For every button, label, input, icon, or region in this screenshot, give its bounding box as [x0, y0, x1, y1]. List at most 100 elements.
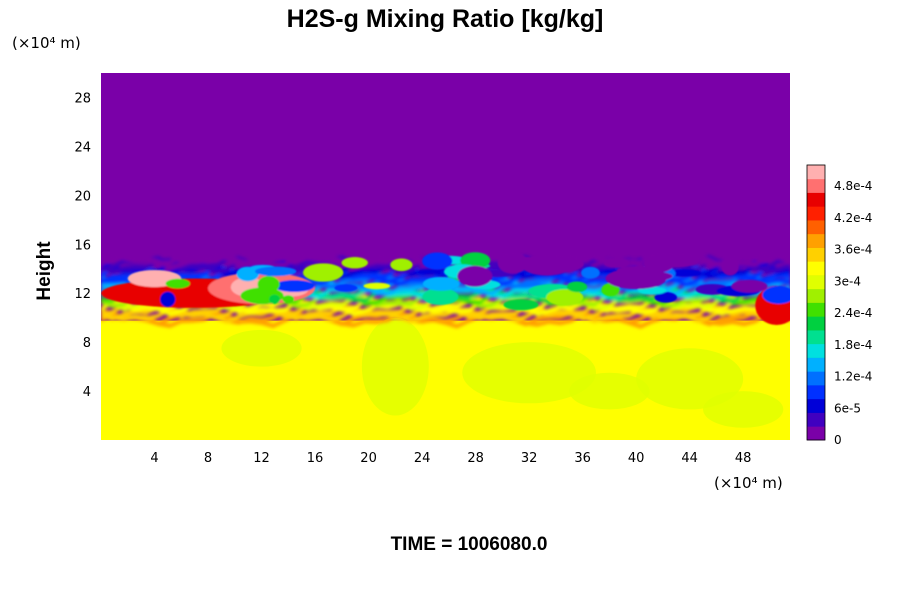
plot-area [101, 73, 790, 440]
x-tick-label: 48 [735, 451, 752, 466]
x-tick-label: 20 [360, 451, 377, 466]
field-patch [236, 266, 260, 282]
field-patch [731, 279, 768, 293]
field-patch [422, 288, 459, 305]
field-patch [581, 266, 600, 279]
field-patch [462, 342, 597, 404]
x-tick-label: 24 [414, 451, 431, 466]
field-patch [422, 252, 453, 270]
colorbar-swatch [807, 385, 825, 400]
colorbar-swatch [807, 165, 825, 180]
y-tick-label: 16 [74, 238, 91, 253]
field-patch [390, 258, 413, 272]
x-axis-unit: (×10⁴ m) [714, 474, 783, 492]
colorbar-swatch [807, 275, 825, 290]
x-tick-label: 32 [521, 451, 538, 466]
colorbar-swatch [807, 178, 825, 193]
x-tick-label: 4 [150, 451, 158, 466]
colorbar-swatch [807, 288, 825, 303]
field-patch [636, 348, 744, 410]
lower-layer-variations [221, 317, 784, 428]
y-tick-label: 4 [83, 385, 91, 400]
field-patch [721, 258, 739, 276]
field-patch [530, 255, 585, 273]
field-patch [221, 329, 302, 367]
colorbar-tick-label: 4.8e-4 [834, 179, 872, 193]
x-tick-label: 28 [467, 451, 484, 466]
colorbar-swatch [807, 371, 825, 386]
colorbar-tick-label: 3e-4 [834, 274, 861, 288]
field-patch [302, 263, 344, 282]
colorbar-swatch [807, 247, 825, 262]
band-strip [101, 299, 790, 317]
colorbar-swatch [807, 302, 825, 317]
field-patch [363, 282, 391, 290]
field-patch [654, 292, 678, 303]
x-tick-label: 36 [574, 451, 591, 466]
y-axis-label: Height [34, 241, 55, 301]
y-axis-unit: (×10⁴ m) [12, 34, 81, 52]
field-patch [257, 276, 280, 293]
band-strip [101, 296, 790, 315]
y-tick-label: 28 [74, 91, 91, 106]
field-patch [334, 284, 358, 292]
band-strip [101, 311, 790, 329]
field-patch [341, 257, 368, 269]
colorbar-swatch [807, 233, 825, 248]
field-patch [269, 294, 280, 305]
mixing-band-detail [101, 252, 790, 326]
colorbar-tick-label: 2.4e-4 [834, 306, 872, 320]
field-patch [422, 277, 460, 291]
colorbar-tick-label: 1.8e-4 [834, 338, 872, 352]
x-axis-ticks: 4 8 12 16 20 24 28 32 36 40 44 48 [150, 451, 751, 466]
colorbar-swatch [807, 426, 825, 441]
colorbar [806, 164, 826, 441]
colorbar-swatch [807, 220, 825, 235]
field-patch [601, 283, 620, 297]
y-tick-label: 24 [74, 140, 91, 155]
x-tick-label: 44 [681, 451, 698, 466]
colorbar-tick-label: 0 [834, 433, 842, 447]
y-tick-label: 8 [83, 336, 91, 351]
field-patch [667, 269, 701, 277]
field-patch [460, 252, 491, 269]
band-strip [101, 263, 790, 280]
field-patch [604, 258, 630, 268]
colorbar-swatch [807, 343, 825, 358]
colorbar-swatch [807, 206, 825, 221]
colorbar-tick-label: 3.6e-4 [834, 243, 872, 257]
colorbar-swatch [807, 330, 825, 345]
colorbar-swatch [807, 398, 825, 413]
field-patch [503, 299, 539, 311]
y-tick-label: 12 [74, 287, 91, 302]
field-patch [160, 291, 176, 308]
y-axis-ticks: 4 8 12 16 20 24 28 [74, 91, 91, 400]
colorbar-tick-label: 4.2e-4 [834, 211, 872, 225]
field-patch [546, 289, 584, 306]
field-patch [282, 295, 295, 303]
colorbar-swatch [807, 316, 825, 331]
field-patch [273, 280, 315, 293]
field-patch [165, 278, 190, 289]
field-patch [703, 391, 784, 428]
colorbar-tick-label: 6e-5 [834, 401, 861, 415]
field-patch [566, 281, 588, 293]
x-tick-label: 8 [204, 451, 212, 466]
field-patch [361, 317, 429, 416]
x-tick-label: 40 [628, 451, 645, 466]
field-patch [254, 266, 297, 277]
colorbar-swatch [807, 192, 825, 207]
colorbar-tick-label: 1.2e-4 [834, 370, 872, 384]
colorbar-swatch [807, 261, 825, 276]
chart-title: H2S-g Mixing Ratio [kg/kg] [287, 5, 604, 33]
x-tick-label: 12 [253, 451, 270, 466]
field-patch [457, 265, 493, 287]
colorbar-frame [806, 164, 826, 441]
colorbar-ticks: 0 6e-5 1.2e-4 1.8e-4 2.4e-4 3e-4 3.6e-4 4.2e-4 4… [834, 179, 872, 447]
x-tick-label: 16 [307, 451, 324, 466]
colorbar-swatch [807, 357, 825, 372]
band-strip [101, 309, 790, 327]
y-tick-label: 20 [74, 189, 91, 204]
time-label: TIME = 1006080.0 [391, 534, 548, 555]
